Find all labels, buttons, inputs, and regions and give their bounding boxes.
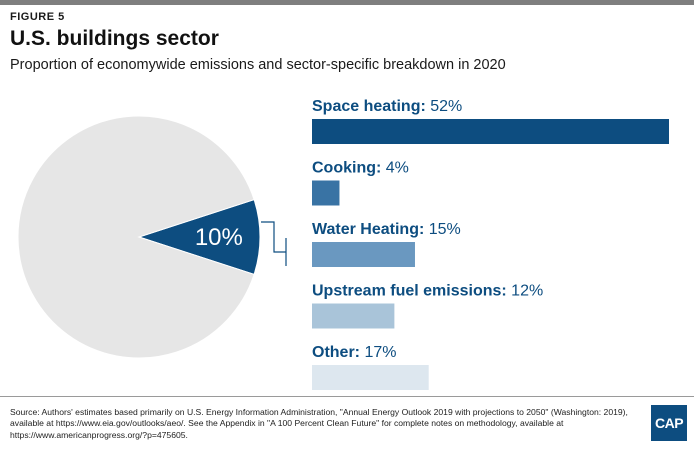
chart-title: U.S. buildings sector [10, 27, 219, 50]
pie-chart: 10% [17, 115, 261, 359]
bar-label-2: Water Heating: 15% [312, 221, 461, 238]
bar-1 [312, 180, 340, 206]
connector-bracket [261, 221, 287, 266]
bar-label-4: Other: 17% [312, 344, 396, 361]
bar-3 [312, 303, 395, 329]
bar-label-0: Space heating: 52% [312, 98, 462, 115]
figure-label: FIGURE 5 [10, 11, 65, 23]
top-rule [0, 0, 694, 5]
chart-subtitle: Proportion of economywide emissions and … [10, 57, 506, 73]
bar-chart: Space heating: 52% Cooking: 4% Water Heati… [312, 98, 669, 390]
cap-logo: CAP [651, 405, 687, 441]
pie-slice-0 [137, 198, 261, 276]
bar-4 [312, 365, 429, 390]
pie-slice-label-0: 10% [195, 224, 243, 251]
bar-label-1: Cooking: 4% [312, 160, 409, 177]
source-note: Source: Authors' estimates based primari… [10, 407, 628, 440]
bar-0 [312, 119, 669, 144]
footer-divider [0, 396, 694, 397]
bar-label-3: Upstream fuel emissions: 12% [312, 283, 543, 300]
chart-area: 10% Space heating: 52% Cooking: 4% Water H… [17, 98, 669, 390]
pie-slice-1 [17, 115, 255, 359]
bar-2 [312, 242, 415, 267]
